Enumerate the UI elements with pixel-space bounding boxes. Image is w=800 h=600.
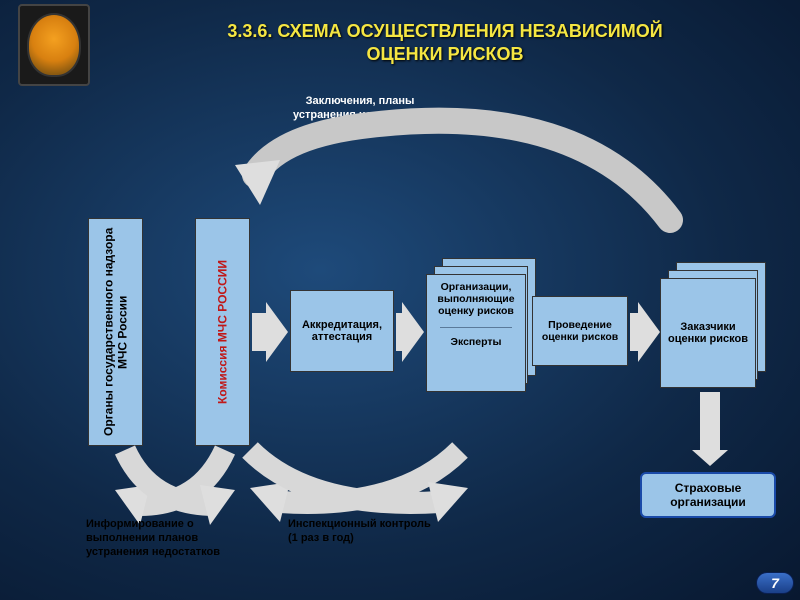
box-organs: Органы государственного надзора МЧС Росс… (88, 218, 143, 446)
accred-l2: аттестация (312, 331, 372, 343)
box-accred: Аккредитация, аттестация (290, 290, 394, 372)
commission-label: Комиссия МЧС РОССИИ (216, 260, 230, 404)
customers-l2: оценки рисков (668, 333, 748, 345)
orgs-l2: выполняющие (437, 293, 514, 305)
page-number-badge: 7 (756, 572, 794, 594)
arrow-conduct-cust (630, 302, 660, 362)
arrow-comm-accred (252, 302, 288, 362)
bottom-left-caption: Информирование о выполнении планов устра… (86, 518, 266, 559)
box-conduct: Проведение оценки рисков (532, 296, 628, 366)
slide-title: 3.3.6. СХЕМА ОСУЩЕСТВЛЕНИЯ НЕЗАВИСИМОЙ О… (110, 20, 780, 67)
bm-l2: (1 раз в год) (288, 532, 354, 544)
arrow-accred-orgs (396, 302, 424, 362)
page-number: 7 (771, 575, 779, 591)
logo-badge (18, 4, 90, 86)
conduct-l1: Проведение (548, 319, 612, 331)
logo-emblem (27, 13, 81, 77)
customers-l1: Заказчики (680, 321, 735, 333)
stack-customers: Заказчики оценки рисков (660, 262, 768, 386)
accred-l1: Аккредитация, (302, 319, 382, 331)
conduct-l2: оценки рисков (542, 331, 618, 343)
arrow-cust-ins (692, 392, 728, 466)
orgs-l3: оценку рисков (438, 305, 514, 317)
curve-arrows-bottom-mid (210, 440, 510, 530)
bl-l1: Информирование о (86, 518, 194, 530)
bl-l3: устранения недостатков (86, 546, 220, 558)
insurers-l1: Страховые (675, 481, 742, 495)
orgs-l1: Организации, (441, 281, 512, 293)
insurers-l2: организации (670, 495, 746, 509)
stack-orgs: Организации, выполняющие оценку рисков Э… (426, 258, 536, 390)
box-commission: Комиссия МЧС РОССИИ (195, 218, 250, 446)
experts: Эксперты (451, 336, 502, 348)
curve-arrow-top (200, 110, 690, 230)
top-caption-l1: Заключения, планы (306, 95, 415, 107)
organs-label: Органы государственного надзора МЧС Росс… (102, 223, 130, 441)
bl-l2: выполнении планов (86, 532, 198, 544)
bm-l1: Инспекционный контроль (288, 518, 431, 530)
title-line-1: 3.3.6. СХЕМА ОСУЩЕСТВЛЕНИЯ НЕЗАВИСИМОЙ (227, 21, 662, 41)
box-insurers: Страховые организации (640, 472, 776, 518)
bottom-mid-caption: Инспекционный контроль (1 раз в год) (288, 518, 488, 546)
title-line-2: ОЦЕНКИ РИСКОВ (366, 44, 523, 64)
